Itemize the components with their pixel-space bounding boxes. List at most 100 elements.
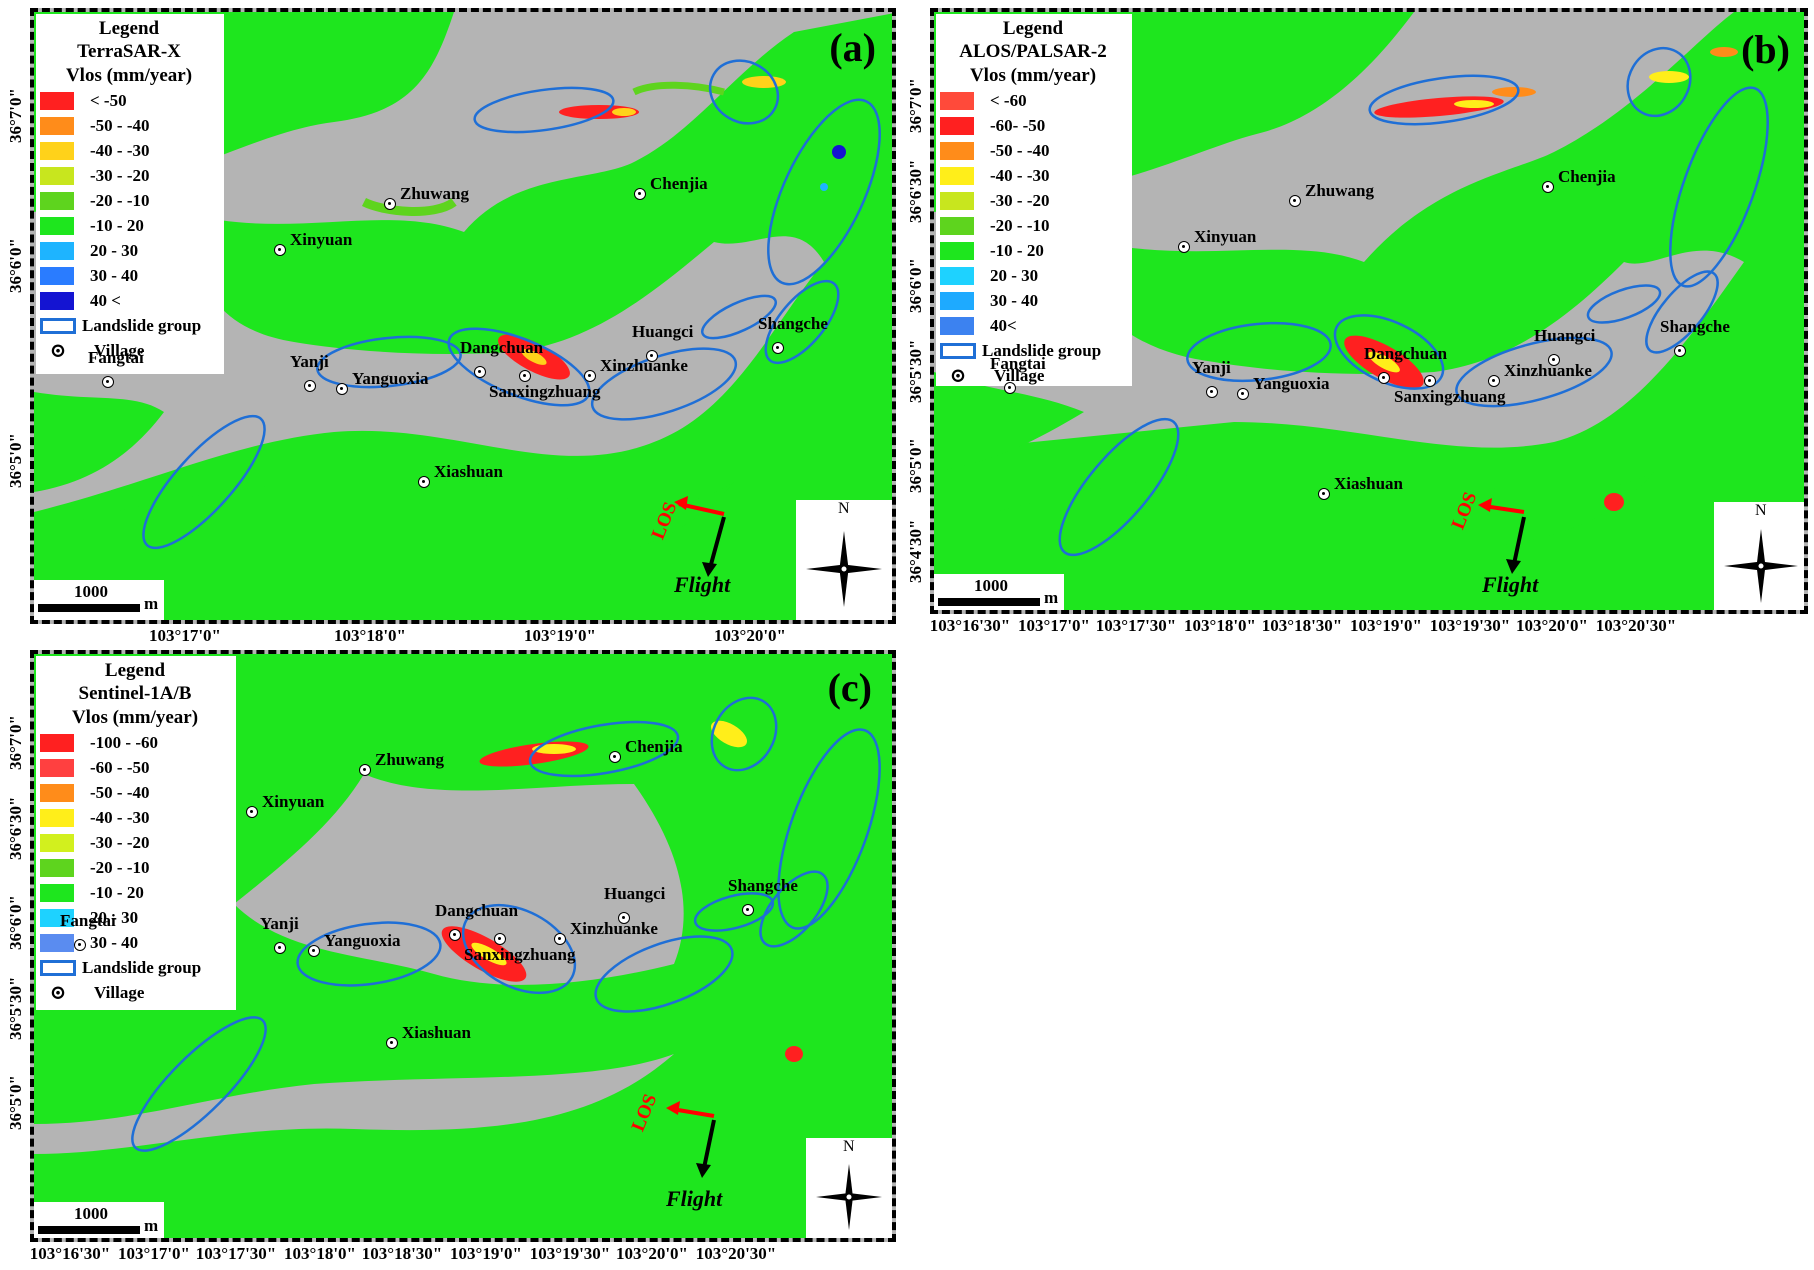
y-tick-label: 36°7'0" [906,78,925,133]
village-marker-icon [308,945,320,957]
village-label: Fangtai [990,354,1046,373]
legend-class-row: 20 - 30 [40,905,230,930]
legend-swatch [940,141,974,160]
legend-village: ⊙ Village [40,980,230,1005]
village-marker-icon [1004,382,1016,394]
legend-swatch [940,241,974,260]
y-tick-label: 36°5'0" [6,433,25,488]
village-marker-icon [554,933,566,945]
x-tick-label: 103°20'30" [1595,616,1677,635]
legend-unit: Vlos (mm/year) [71,707,199,728]
north-label: N [838,500,850,517]
village-symbol-icon: ⊙ [49,340,67,362]
legend-class-label: < -50 [90,90,127,110]
x-tick-label: 103°19'30" [529,1244,611,1263]
village-label: Dangchuan [435,901,519,920]
legend-sensor: Sentinel-1A/B [78,683,192,704]
x-tick-label: 103°17'0" [149,626,221,645]
compass-rose-icon [806,531,882,607]
legend-swatch [940,216,974,235]
village-label: Xinyuan [1194,227,1257,246]
legend-class-label: -10 - 20 [990,240,1044,260]
legend-swatch [40,116,74,135]
compass-rose-icon [816,1164,882,1230]
legend-class-row: -40 - -30 [40,138,218,163]
legend-title: Legend [104,660,166,681]
y-tick-label: 36°5'0" [6,1075,25,1130]
village-label: Yanguoxia [352,369,429,388]
legend-class-row: -100 - -60 [40,730,230,755]
legend-c: Legend Sentinel-1A/B Vlos (mm/year) -100… [36,656,236,1010]
village-label: Xiashuan [1334,474,1403,493]
legend-class-label: 30 - 40 [90,932,139,952]
village-label: Xinzhuanke [600,356,688,375]
scale-value: 1000 [974,576,1008,595]
village-symbol-icon: ⊙ [949,365,967,387]
compass-b: N [1714,502,1804,610]
legend-class-label: -50 - -40 [990,140,1050,160]
village-label: Xinyuan [262,792,325,811]
y-tick-label: 36°7'0" [6,715,25,770]
legend-class-label: -40 - -30 [990,165,1050,185]
legend-class-label: -30 - -20 [90,832,150,852]
legend-class-row: -50 - -40 [940,138,1126,163]
village-label: Yanji [290,352,329,371]
legend-class-label: 30 - 40 [990,290,1039,310]
village-marker-icon [74,939,86,951]
village-label: Huangci [632,322,694,341]
village-marker-icon [449,929,461,941]
legend-class-row: -60- -50 [940,113,1126,138]
village-marker-icon [359,764,371,776]
legend-class-label: 40 < [90,290,121,310]
village-marker-icon [772,342,784,354]
legend-class-row: -30 - -20 [940,188,1126,213]
legend-village: ⊙ Village [940,363,1126,388]
legend-swatch [40,141,74,160]
legend-a: Legend TerraSAR-X Vlos (mm/year) < -50 -5… [36,14,224,374]
map-frame-b: Legend ALOS/PALSAR-2 Vlos (mm/year) < -6… [930,8,1808,614]
legend-class-row: 20 - 30 [40,238,218,263]
legend-class-row: -40 - -30 [40,805,230,830]
village-marker-icon [1318,488,1330,500]
flight-label: Flight [674,572,731,597]
legend-swatch [40,783,74,802]
x-tick-label: 103°17'30" [1095,616,1177,635]
x-tick-label: 103°16'30" [29,1244,111,1263]
village-label: Zhuwang [375,750,444,769]
legend-class-label: 40< [990,315,1017,335]
village-marker-icon [1424,375,1436,387]
village-label: Huangci [604,884,666,903]
village-label: Huangci [1534,326,1596,345]
village-marker-icon [102,376,114,388]
panel-c: Legend Sentinel-1A/B Vlos (mm/year) -100… [6,650,896,1270]
panel-a: Legend TerraSAR-X Vlos (mm/year) < -50 -5… [6,8,896,645]
map-canvas-a [34,12,892,620]
legend-class-label: -60 - -50 [90,757,150,777]
legend-class-row: < -60 [940,88,1126,113]
legend-class-row: 30 - 40 [40,930,230,955]
village-label: Xinzhuanke [1504,361,1592,380]
legend-class-label: -20 - -10 [90,857,150,877]
legend-class-label: -30 - -20 [990,190,1050,210]
legend-swatch [940,116,974,135]
legend-landslide-label: Landslide group [82,315,202,335]
legend-classes-c: -100 - -60 -60 - -50 -50 - -40 -40 - -30 -30… [40,730,230,955]
village-marker-icon [742,904,754,916]
legend-class-row: 30 - 40 [40,263,218,288]
x-tick-label: 103°17'0" [118,1244,190,1263]
scale-bar-line [38,604,140,612]
scale-bar-b: 1000 m [934,574,1064,610]
y-tick-label: 36°6'0" [6,238,25,293]
flight-label: Flight [666,1186,723,1211]
legend-class-label: -100 - -60 [90,732,158,752]
scale-value: 1000 [74,582,108,601]
village-label: Yanguoxia [1253,374,1330,393]
scale-unit: m [1044,588,1059,607]
x-tick-label: 103°20'0" [616,1244,688,1263]
legend-class-row: -50 - -40 [40,113,218,138]
village-marker-icon [618,912,630,924]
y-tick-label: 36°6'30" [906,159,925,223]
legend-landslide: Landslide group [940,338,1126,363]
legend-swatch [40,91,74,110]
y-tick-label: 36°6'0" [906,258,925,313]
